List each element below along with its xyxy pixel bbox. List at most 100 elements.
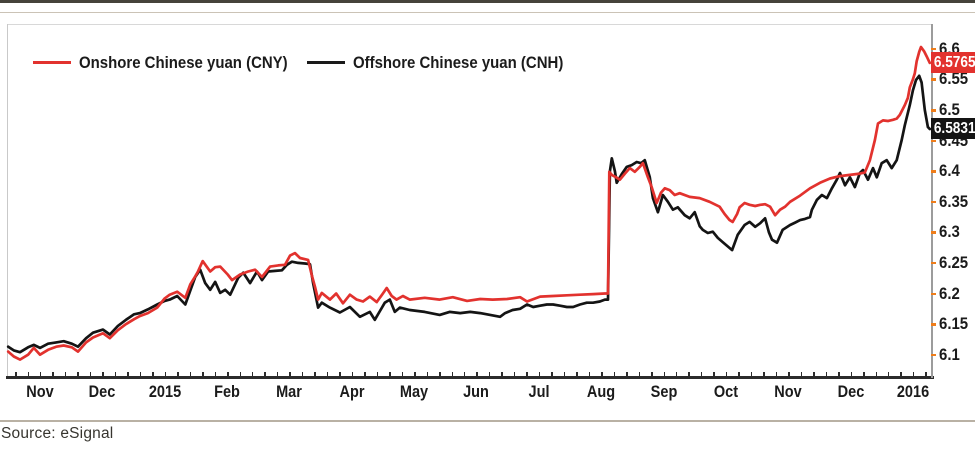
x-tick-label: Nov [774, 383, 802, 401]
legend-item-cnh: Offshore Chinese yuan (CNH) [307, 53, 592, 72]
x-minor-tick [813, 371, 815, 376]
x-tick-label: Aug [587, 383, 616, 401]
x-minor-tick [601, 371, 603, 376]
x-minor-tick [189, 371, 192, 376]
x-tick-label: 2015 [148, 383, 181, 401]
x-minor-tick [626, 371, 628, 376]
x-minor-tick [389, 371, 391, 376]
cnh-line [6, 74, 932, 354]
footer-separator [0, 420, 975, 422]
y-tick-label: 6.15 [939, 314, 969, 334]
cny-line [6, 45, 932, 361]
x-minor-tick [713, 371, 715, 376]
x-tick-label: Apr [339, 383, 365, 401]
x-minor-tick [775, 371, 778, 376]
y-tick-mark [931, 170, 936, 173]
x-minor-tick [651, 371, 653, 376]
x-minor-tick [925, 371, 927, 376]
y-tick-mark [931, 231, 936, 234]
y-tick-label: 6.4 [939, 161, 960, 181]
x-minor-tick [339, 371, 341, 376]
x-minor-tick [139, 371, 142, 376]
y-tick-mark [931, 200, 936, 204]
cnh-line-swatch [307, 60, 345, 65]
x-minor-tick [264, 371, 266, 376]
x-minor-tick [725, 371, 728, 376]
x-minor-tick [114, 371, 117, 376]
x-minor-tick [451, 371, 453, 376]
x-minor-tick [788, 371, 790, 376]
x-minor-tick [887, 371, 890, 376]
x-minor-tick [376, 371, 379, 376]
legend-label-cnh: Offshore Chinese yuan (CNH) [353, 52, 564, 72]
x-tick-label: Jul [528, 383, 550, 401]
x-minor-tick [663, 371, 665, 376]
x-minor-tick [439, 371, 441, 376]
x-minor-tick [576, 371, 578, 376]
legend-label-cny: Onshore Chinese yuan (CNY) [79, 52, 288, 72]
y-tick-label: 6.55 [939, 69, 969, 89]
x-minor-tick [364, 371, 366, 376]
x-minor-tick [526, 371, 528, 376]
x-tick-label: Mar [276, 383, 303, 401]
x-minor-tick [463, 371, 466, 376]
y-tick-mark [931, 78, 936, 81]
y-tick-mark [931, 292, 936, 295]
y-tick-label: 6.25 [939, 252, 969, 272]
x-minor-tick [15, 371, 17, 376]
y-tick-mark [931, 47, 936, 51]
x-minor-tick [476, 371, 478, 376]
y-tick-mark [931, 353, 936, 357]
x-tick-label: 2016 [896, 383, 930, 401]
x-minor-tick [64, 371, 67, 376]
x-minor-tick [401, 371, 404, 376]
x-minor-tick [638, 371, 641, 376]
x-minor-tick [301, 371, 304, 376]
x-minor-tick [750, 371, 753, 376]
x-minor-tick [426, 371, 429, 376]
page-top-hairline [0, 12, 975, 13]
x-minor-tick [77, 371, 79, 376]
x-minor-tick [488, 371, 491, 376]
x-minor-tick [688, 371, 690, 376]
x-minor-tick [538, 371, 541, 376]
x-minor-tick [501, 371, 503, 376]
y-tick-label: 6.35 [939, 191, 969, 211]
x-minor-tick [127, 371, 129, 376]
x-minor-tick [177, 371, 179, 376]
y-tick-mark [931, 139, 936, 143]
x-minor-tick [738, 371, 740, 376]
x-minor-tick [164, 371, 167, 376]
x-minor-tick [227, 371, 229, 376]
cny-last-price-flag: 6.5765 [931, 52, 975, 74]
x-minor-tick [276, 371, 279, 376]
y-tick-label: 6.3 [939, 222, 960, 242]
x-minor-tick [52, 371, 54, 376]
x-minor-tick [351, 371, 354, 376]
x-minor-tick [700, 371, 703, 376]
x-minor-tick [102, 371, 104, 376]
x-minor-tick [900, 371, 902, 376]
x-tick-label: Sep [650, 383, 677, 401]
chart-plot-area [6, 25, 932, 377]
x-minor-tick [850, 371, 853, 376]
x-minor-tick [551, 371, 553, 376]
x-minor-tick [314, 371, 316, 376]
legend-item-cny: Onshore Chinese yuan (CNY) [33, 53, 316, 72]
y-tick-label: 6.2 [939, 283, 960, 303]
x-tick-label: May [399, 383, 429, 401]
x-minor-tick [838, 371, 840, 376]
x-minor-tick [251, 371, 254, 376]
x-axis-line [6, 376, 934, 379]
plot-border-left [7, 24, 8, 377]
x-minor-tick [763, 371, 765, 376]
x-tick-label: Oct [713, 383, 738, 401]
x-minor-tick [912, 371, 915, 376]
y-tick-label: 6.5 [939, 100, 960, 120]
x-minor-tick [214, 371, 217, 376]
x-minor-tick [326, 371, 329, 376]
x-minor-tick [875, 371, 877, 376]
cny-line-swatch [33, 60, 71, 65]
cny-last-price-value: 6.5765 [933, 54, 975, 72]
x-minor-tick [513, 371, 516, 376]
